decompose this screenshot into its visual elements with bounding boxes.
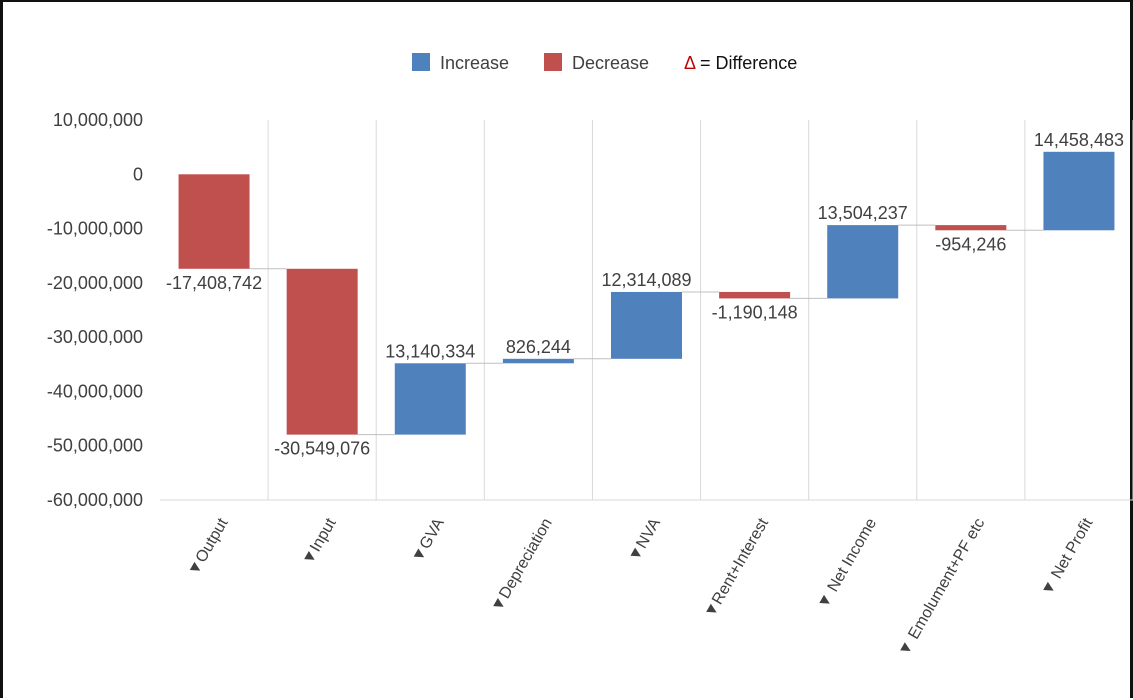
data-label: 14,458,483 <box>1034 130 1124 150</box>
legend-decrease-swatch <box>544 53 562 71</box>
legend: Increase Decrease Δ = Difference <box>412 53 797 73</box>
x-category-label: ▼Input <box>299 515 340 569</box>
bar-increase <box>502 358 574 364</box>
x-axis-categories: ▼Output ▼Input ▼GVA ▼Depreciation ▼NVA ▼Rent+… <box>185 515 1097 660</box>
connector-lines <box>249 224 1044 436</box>
data-label: -1,190,148 <box>712 302 798 322</box>
data-label: 12,314,089 <box>601 270 691 290</box>
legend-increase-label: Increase <box>440 53 509 73</box>
x-category-label: ▼Output <box>185 515 232 579</box>
legend-increase-swatch <box>412 53 430 71</box>
x-category-label: ▼ Net Profit <box>1038 515 1096 599</box>
y-tick-label: -60,000,000 <box>47 490 143 510</box>
data-label: -954,246 <box>935 234 1006 254</box>
x-category-label: ▼ Net Income <box>814 515 880 612</box>
y-tick-label: -50,000,000 <box>47 436 143 456</box>
data-label: -17,408,742 <box>166 273 262 293</box>
y-tick-label: -10,000,000 <box>47 219 143 239</box>
y-tick-label: 0 <box>133 164 143 184</box>
x-category-label: ▼GVA <box>409 515 448 566</box>
legend-difference-note: Δ = Difference <box>684 53 797 73</box>
data-label: -30,549,076 <box>274 439 370 459</box>
data-label: 13,504,237 <box>818 203 908 223</box>
y-axis-ticks: 10,000,000 0 -10,000,000 -20,000,000 -30,000… <box>47 110 143 510</box>
bar-increase <box>1043 151 1115 231</box>
x-category-label: ▼NVA <box>625 515 664 565</box>
y-tick-label: -40,000,000 <box>47 381 143 401</box>
data-label: 13,140,334 <box>385 341 475 361</box>
waterfall-chart: -17,408,742 -30,549,076 13,140,334 826,244 1… <box>47 53 1133 660</box>
bar-decrease <box>286 268 358 435</box>
bar-increase <box>394 363 466 435</box>
x-category-label: ▼Depreciation <box>488 516 556 616</box>
bar-decrease <box>935 225 1007 231</box>
bars <box>178 151 1115 435</box>
x-category-label: ▼ Emolument+PF etc <box>895 515 988 659</box>
legend-decrease-label: Decrease <box>572 53 649 73</box>
bar-decrease <box>719 291 791 299</box>
bar-increase <box>827 225 899 299</box>
x-category-label: ▼Rent+Interest <box>701 515 772 621</box>
difference-label: = Difference <box>695 53 797 73</box>
y-tick-label: 10,000,000 <box>53 110 143 130</box>
gridlines <box>160 120 1133 501</box>
bar-decrease <box>178 174 250 269</box>
delta-symbol: Δ <box>684 53 696 73</box>
data-label: 826,244 <box>506 337 571 357</box>
y-tick-label: -30,000,000 <box>47 327 143 347</box>
data-labels: -17,408,742 -30,549,076 13,140,334 826,244 1… <box>166 130 1124 459</box>
bar-increase <box>611 291 682 359</box>
y-tick-label: -20,000,000 <box>47 273 143 293</box>
